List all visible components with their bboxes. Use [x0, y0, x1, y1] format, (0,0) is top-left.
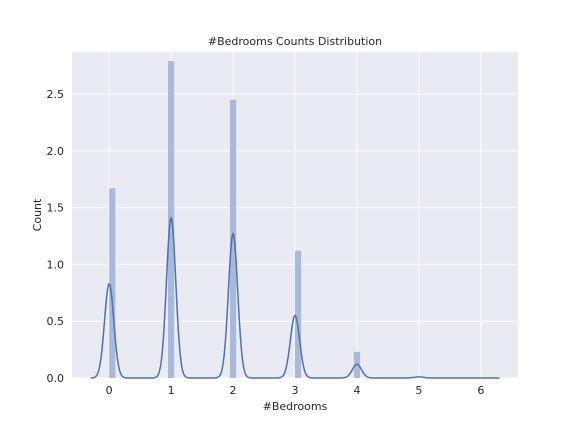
x-axis-label: #Bedrooms [263, 400, 328, 413]
y-axis-label: Count [31, 198, 44, 231]
y-tick-label: 2.5 [47, 88, 65, 101]
y-tick-label: 2.0 [47, 145, 65, 158]
x-tick-label: 6 [477, 384, 484, 397]
chart-title: #Bedrooms Counts Distribution [208, 35, 382, 48]
x-tick-label: 0 [106, 384, 113, 397]
histogram-bar [295, 250, 302, 378]
x-tick-label: 5 [415, 384, 422, 397]
x-tick-labels: 0 1 2 3 4 5 6 [106, 384, 485, 397]
y-tick-label: 0.5 [47, 315, 65, 328]
y-tick-label: 0.0 [47, 372, 65, 385]
kde-line [90, 216, 500, 379]
y-tick-label: 1.0 [47, 258, 65, 271]
histogram-bar [229, 99, 237, 379]
x-tick-label: 4 [353, 384, 360, 397]
histogram-bar [109, 188, 116, 378]
x-tick-label: 2 [230, 384, 237, 397]
x-tick-label: 1 [168, 384, 175, 397]
y-tick-label: 1.5 [47, 202, 65, 215]
y-tick-labels: 0.0 0.5 1.0 1.5 2.0 2.5 [47, 88, 65, 385]
x-tick-label: 3 [292, 384, 299, 397]
